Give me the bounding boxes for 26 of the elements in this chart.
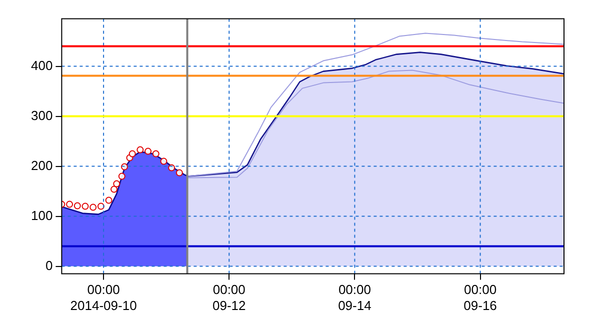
y-tick-label: 100 — [30, 208, 53, 223]
point — [152, 150, 160, 158]
y-tick-label: 200 — [30, 158, 53, 173]
point — [82, 202, 89, 210]
point — [120, 163, 128, 170]
point — [113, 180, 120, 188]
point — [144, 148, 152, 155]
y-tick-label: 0 — [45, 258, 53, 273]
point — [110, 186, 118, 193]
point — [176, 169, 183, 176]
y-tick-label: 400 — [30, 58, 53, 73]
point — [118, 172, 126, 180]
point — [66, 200, 74, 208]
point — [74, 202, 81, 210]
x-tick-label: 00:00 09-12 — [212, 282, 246, 313]
point — [136, 146, 144, 154]
point — [128, 150, 136, 158]
point — [90, 204, 97, 211]
point — [168, 164, 176, 172]
x-tick-label: 00:00 09-14 — [338, 282, 372, 313]
x-tick-label: 00:00 09-16 — [464, 282, 497, 313]
point — [97, 202, 104, 210]
point — [105, 196, 112, 204]
x-tick-label: 00:00 2014-09-10 — [70, 282, 137, 313]
y-tick-label: 300 — [30, 108, 53, 123]
point — [160, 158, 168, 165]
